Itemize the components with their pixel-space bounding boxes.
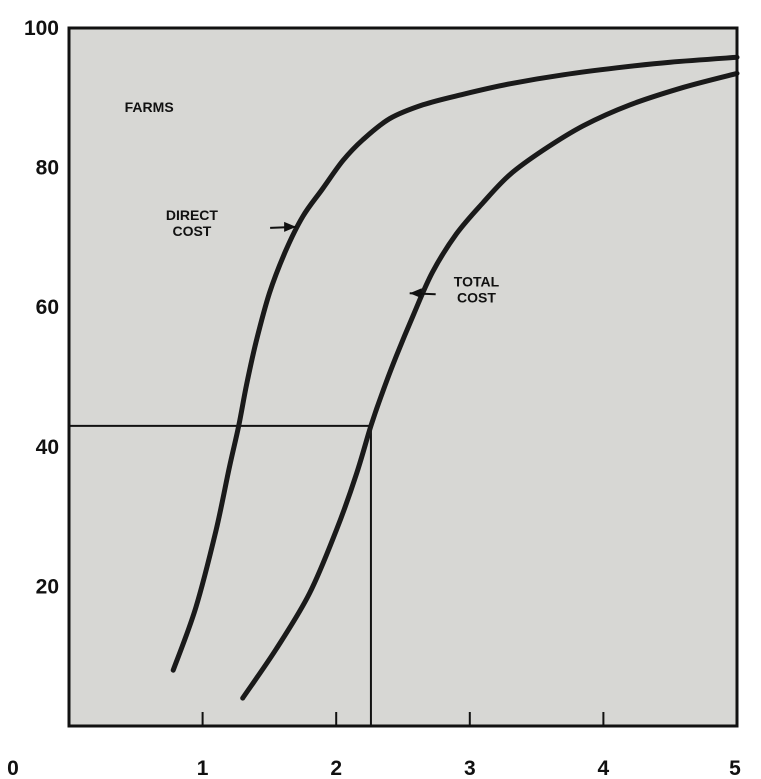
series-line-2: [240, 70, 740, 701]
x-tick-label: 4: [598, 757, 610, 779]
y-tick-label: 100: [24, 17, 59, 40]
x-tick-label: 3: [464, 757, 476, 779]
annotation-total-cost: TOTAL COST: [454, 273, 500, 305]
y-tick-label: 20: [36, 575, 59, 598]
x-tick-label: 2: [330, 757, 342, 779]
annotation-arrow-head: [284, 221, 297, 232]
y-tick-label: 60: [36, 296, 59, 319]
x-tick-label: 5: [729, 757, 741, 779]
plot-frame: [67, 26, 739, 728]
y-tick-label: 80: [36, 157, 59, 180]
annotation-arrow-head: [409, 288, 422, 299]
plot-area: [69, 28, 737, 726]
annotation-direct-cost: DIRECT COST: [166, 207, 219, 239]
series-line-1: [170, 54, 740, 673]
x-tick-label: 0: [7, 757, 19, 779]
annotation-farms: FARMS: [125, 99, 174, 115]
y-tick-label: 40: [36, 436, 59, 459]
x-tick-label: 1: [197, 757, 209, 779]
